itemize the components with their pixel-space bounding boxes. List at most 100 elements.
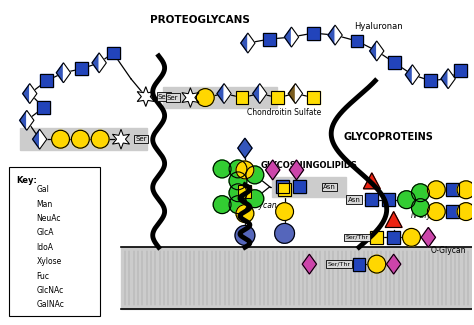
Polygon shape — [16, 253, 32, 271]
Text: Ser: Ser — [135, 136, 146, 142]
Polygon shape — [64, 63, 71, 83]
Polygon shape — [137, 87, 155, 107]
Bar — [370, 231, 383, 244]
Circle shape — [229, 184, 247, 202]
Circle shape — [428, 203, 445, 220]
Bar — [20, 128, 147, 150]
Polygon shape — [448, 69, 456, 89]
Polygon shape — [33, 129, 40, 149]
Circle shape — [229, 160, 247, 178]
Bar — [293, 180, 306, 193]
Polygon shape — [377, 41, 384, 61]
Text: GalNAc: GalNAc — [36, 300, 64, 309]
Bar — [37, 101, 50, 114]
Circle shape — [91, 130, 109, 148]
Circle shape — [52, 130, 70, 148]
Bar — [75, 62, 88, 75]
Text: Chondroitin Sulfate: Chondroitin Sulfate — [247, 109, 322, 117]
Bar — [37, 101, 50, 114]
Bar — [350, 34, 364, 47]
Bar — [446, 205, 458, 218]
Text: Ser/Thr: Ser/Thr — [346, 235, 368, 240]
Bar — [365, 193, 378, 206]
Bar — [454, 64, 466, 77]
Bar — [387, 231, 400, 244]
Text: Asn: Asn — [323, 184, 336, 190]
Bar — [353, 258, 365, 271]
Polygon shape — [302, 254, 317, 274]
Polygon shape — [17, 268, 31, 281]
Circle shape — [235, 226, 255, 245]
Text: PROTEOGLYCANS: PROTEOGLYCANS — [150, 15, 250, 25]
Polygon shape — [412, 65, 419, 85]
Text: N-Glycan: N-Glycan — [411, 211, 446, 219]
Polygon shape — [217, 84, 224, 103]
Bar — [307, 91, 320, 104]
Polygon shape — [370, 41, 377, 61]
Polygon shape — [241, 33, 248, 53]
Bar — [307, 27, 320, 40]
Circle shape — [457, 203, 474, 220]
Bar — [382, 193, 395, 206]
Bar — [107, 46, 119, 59]
Text: GlcA: GlcA — [36, 228, 54, 237]
Circle shape — [402, 228, 420, 246]
Bar — [424, 74, 437, 87]
Circle shape — [276, 203, 293, 220]
Polygon shape — [40, 129, 47, 149]
Bar — [236, 91, 248, 104]
Bar — [307, 91, 320, 104]
Bar — [238, 185, 251, 198]
Polygon shape — [99, 53, 106, 73]
Bar — [278, 183, 291, 196]
Bar — [454, 64, 466, 77]
Bar — [236, 91, 248, 104]
Bar — [276, 180, 289, 193]
Circle shape — [213, 196, 231, 214]
Text: NeuAc: NeuAc — [36, 214, 61, 223]
Circle shape — [72, 130, 89, 148]
Polygon shape — [20, 111, 27, 130]
FancyBboxPatch shape — [9, 167, 100, 316]
Text: GlcNAc: GlcNAc — [36, 286, 64, 295]
Text: Fuc: Fuc — [36, 271, 50, 280]
Polygon shape — [405, 65, 412, 85]
Text: Asn: Asn — [347, 197, 360, 203]
Polygon shape — [288, 84, 295, 103]
Polygon shape — [238, 138, 252, 158]
Polygon shape — [253, 84, 260, 103]
Polygon shape — [364, 173, 380, 189]
Circle shape — [411, 199, 429, 216]
Polygon shape — [335, 25, 342, 45]
Bar — [424, 74, 437, 87]
Circle shape — [229, 196, 247, 214]
Polygon shape — [248, 33, 255, 53]
Circle shape — [368, 255, 386, 273]
Polygon shape — [284, 27, 292, 47]
Polygon shape — [30, 84, 37, 103]
Text: Ser: Ser — [167, 95, 178, 100]
Circle shape — [246, 190, 264, 208]
Polygon shape — [56, 63, 64, 83]
Bar — [271, 91, 284, 104]
Bar — [388, 57, 401, 69]
Bar — [353, 258, 365, 271]
Circle shape — [236, 205, 254, 223]
Bar — [387, 231, 400, 244]
Polygon shape — [27, 111, 34, 130]
Circle shape — [236, 161, 254, 179]
Text: GLYCOPROTEINS: GLYCOPROTEINS — [344, 132, 434, 142]
Circle shape — [213, 160, 231, 178]
Polygon shape — [289, 160, 304, 180]
Bar — [370, 231, 383, 244]
Bar — [121, 247, 472, 309]
Bar — [238, 185, 251, 198]
Text: Gal: Gal — [36, 185, 50, 194]
Bar — [263, 32, 276, 46]
Bar — [293, 180, 306, 193]
Text: Ser/Thr: Ser/Thr — [328, 262, 351, 266]
Text: Xylose: Xylose — [36, 257, 62, 266]
Polygon shape — [24, 224, 30, 242]
Circle shape — [428, 181, 445, 199]
Bar — [446, 183, 458, 196]
